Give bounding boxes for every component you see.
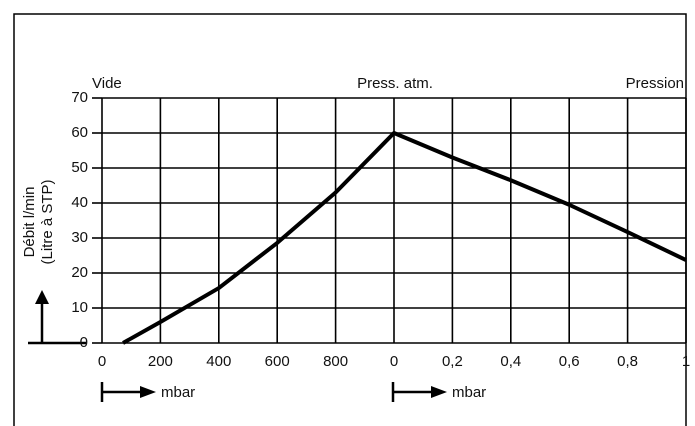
x-tick-label: 600 bbox=[265, 353, 290, 370]
unit-label: mbar bbox=[161, 384, 195, 401]
region-label: Pression bbox=[626, 75, 684, 92]
x-tick-label: 0,8 bbox=[617, 353, 638, 370]
x-tick-label: 0,6 bbox=[559, 353, 580, 370]
x-tick-label: 0,4 bbox=[500, 353, 521, 370]
y-axis-subtitle: (Litre à STP) bbox=[39, 179, 56, 264]
unit-label: mbar bbox=[452, 384, 486, 401]
y-tick-label: 20 bbox=[71, 264, 88, 281]
x-tick-label: 0,2 bbox=[442, 353, 463, 370]
y-tick-label: 10 bbox=[71, 299, 88, 316]
y-arrow-head bbox=[35, 290, 49, 304]
region-label: Press. atm. bbox=[357, 75, 433, 92]
x-tick-label: 200 bbox=[148, 353, 173, 370]
y-tick-label: 40 bbox=[71, 194, 88, 211]
x-tick-label: 0 bbox=[390, 353, 398, 370]
unit-arrow bbox=[391, 382, 433, 402]
x-tick-label: 1 bbox=[682, 353, 690, 370]
y-tick-label: 0 bbox=[80, 334, 88, 351]
region-label: Vide bbox=[92, 75, 122, 92]
y-axis-title: Débit l/min bbox=[21, 187, 38, 258]
x-tick-label: 400 bbox=[206, 353, 231, 370]
y-tick-label: 60 bbox=[71, 124, 88, 141]
y-tick-label: 50 bbox=[71, 159, 88, 176]
y-tick-label: 30 bbox=[71, 229, 88, 246]
y-tick-label: 70 bbox=[71, 89, 88, 106]
x-tick-label: 800 bbox=[323, 353, 348, 370]
x-tick-label: 0 bbox=[98, 353, 106, 370]
unit-arrow bbox=[100, 382, 142, 402]
data-line bbox=[122, 131, 687, 345]
unit-arrow-head bbox=[431, 386, 447, 398]
y-arrow bbox=[28, 300, 86, 345]
unit-arrow-head bbox=[140, 386, 156, 398]
